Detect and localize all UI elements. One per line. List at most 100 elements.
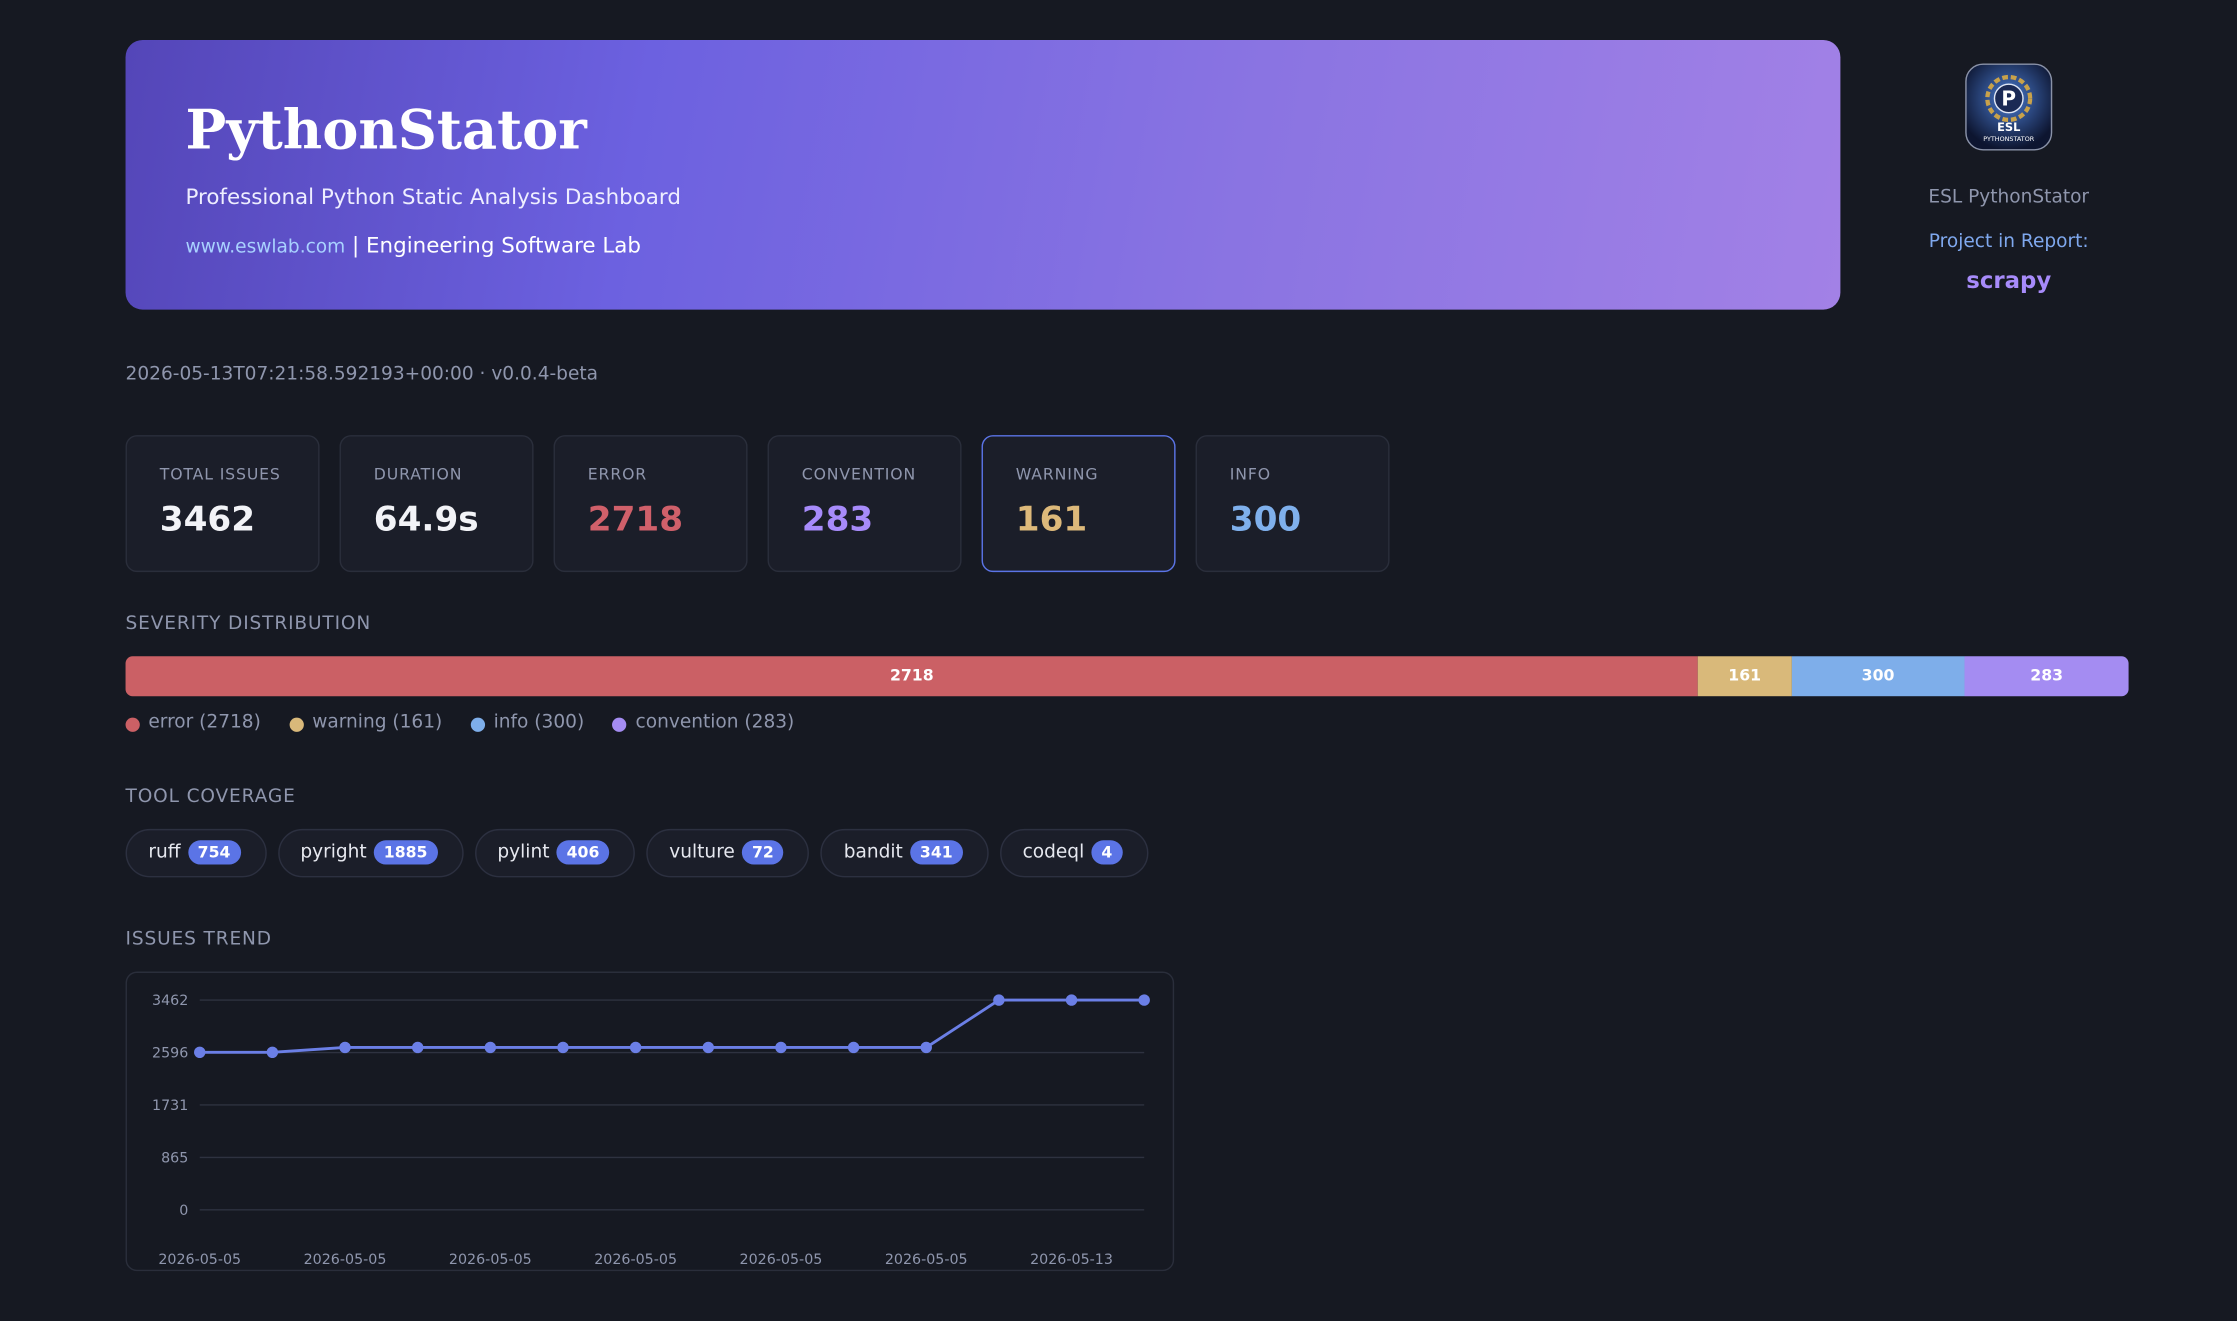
stat-card: CONVENTION 283 (767, 435, 962, 573)
segment-label: 300 (1861, 666, 1895, 685)
meta: 2026-05-13T07:21:58.592193+00:00 · v0.0.… (125, 363, 599, 386)
tool-count: 754 (187, 840, 241, 865)
trend-point (484, 1041, 497, 1054)
x-tick-label: 2026-05-05 (885, 1252, 968, 1268)
segment-label: 2718 (889, 666, 934, 685)
stat-value: 2718 (587, 499, 684, 540)
logo-mark: P (2001, 87, 2016, 111)
project-label: Project in Report: (1928, 231, 2089, 253)
tool-content: bandit 341 (843, 840, 963, 865)
stat-label: DURATION (373, 465, 463, 484)
stat-value: 64.9s (373, 499, 479, 540)
trend-line (199, 998, 1145, 1054)
y-tick-label: 1731 (152, 1098, 188, 1114)
tool-content: pylint 406 (497, 840, 610, 865)
trend-point (702, 1041, 714, 1054)
tool-name: ruff (148, 841, 181, 864)
section-title: ISSUES TREND (125, 928, 272, 951)
legend-dot (612, 717, 627, 732)
trend-point (1138, 994, 1150, 1006)
header-banner (125, 39, 1841, 310)
tool-pill[interactable]: codeql 4 (999, 828, 1148, 878)
tool-count: 1885 (373, 840, 438, 865)
tool-content: vulture 72 (669, 840, 784, 865)
stat-card: INFO 300 (1195, 435, 1390, 573)
y-tick-label: 0 (179, 1203, 188, 1219)
trend-point (775, 1041, 787, 1054)
x-tick-label: 2026-05-05 (740, 1252, 823, 1268)
tool-count: 341 (909, 840, 963, 865)
section-title: SEVERITY DISTRIBUTION (125, 613, 372, 635)
tool-name: pylint (497, 841, 550, 864)
product-name: ESL PythonStator (1928, 186, 2090, 209)
stat-card: WARNING 161 (981, 435, 1176, 573)
chart-panel (125, 971, 1175, 1272)
subtitle: Professional Python Static Analysis Dash… (185, 184, 681, 210)
logo: P ESL PYTHONSTATOR (1965, 63, 2053, 151)
legend-label: error (2718) (148, 711, 261, 734)
trend-point (557, 1041, 569, 1054)
stat-label: TOTAL ISSUES (159, 465, 281, 484)
severity-segment: 283 (1964, 656, 2129, 697)
stat-card: TOTAL ISSUES 3462 (125, 435, 320, 573)
site-link[interactable]: www.eswlab.com (185, 236, 346, 259)
stat-card: ERROR 2718 (553, 435, 748, 573)
stat-label: WARNING (1015, 465, 1099, 484)
logo-text: PYTHONSTATOR (1983, 135, 2035, 143)
stat-label: ERROR (587, 465, 648, 484)
severity-segment: 2718 (125, 656, 1699, 697)
stat-value: 3462 (159, 499, 256, 540)
y-tick-label: 865 (161, 1150, 188, 1166)
trend-point (1065, 994, 1078, 1006)
tool-pill[interactable]: bandit 341 (820, 828, 989, 878)
stat-card: DURATION 64.9s (339, 435, 534, 573)
app-title: PythonStator (185, 97, 587, 162)
severity-segment: 300 (1791, 656, 1965, 697)
stat-value: 161 (1015, 499, 1088, 540)
x-tick-label: 2026-05-05 (594, 1252, 677, 1268)
y-tick-label: 3462 (152, 993, 188, 1009)
trend-point (629, 1041, 642, 1054)
tool-pill[interactable]: ruff 754 (125, 828, 267, 878)
x-tick-label: 2026-05-05 (449, 1252, 532, 1268)
stat-value: 283 (801, 499, 874, 540)
project-name: scrapy (1966, 266, 2052, 294)
section-title: TOOL COVERAGE (125, 786, 296, 808)
tool-content: ruff 754 (148, 840, 241, 865)
tool-content: pyright 1885 (300, 840, 438, 865)
trend-point (411, 1041, 424, 1054)
tool-name: bandit (843, 841, 903, 864)
trend-point (993, 994, 1005, 1006)
tool-count: 72 (741, 840, 784, 865)
tool-pill[interactable]: pyright 1885 (277, 828, 464, 878)
lab-name: | Engineering Software Lab (352, 232, 642, 259)
legend-dot (470, 717, 486, 732)
logo-text: ESL (1997, 120, 2020, 134)
tool-count: 4 (1091, 840, 1123, 865)
trend-point (266, 1046, 279, 1059)
tool-pill[interactable]: vulture 72 (646, 828, 810, 878)
trend-point (194, 1046, 206, 1059)
stat-value: 300 (1229, 499, 1302, 540)
legend-label: warning (161) (312, 711, 443, 734)
legend-label: info (300) (493, 711, 585, 734)
header-links: www.eswlab.com | Engineering Software La… (185, 233, 641, 259)
x-tick-label: 2026-05-05 (158, 1252, 241, 1268)
segment-label: 283 (2030, 666, 2064, 685)
severity-segment: 161 (1698, 656, 1792, 697)
legend-label: convention (283) (635, 711, 795, 734)
tool-content: codeql 4 (1023, 840, 1123, 865)
y-tick-label: 2596 (152, 1046, 188, 1062)
x-tick-label: 2026-05-05 (304, 1252, 387, 1268)
legend-dot (125, 717, 140, 732)
stat-label: INFO (1229, 465, 1271, 484)
trend-point (339, 1041, 351, 1054)
tool-count: 406 (556, 840, 610, 865)
tool-pill[interactable]: pylint 406 (474, 828, 636, 878)
tool-name: pyright (300, 841, 367, 864)
trend-point (920, 1041, 932, 1054)
segment-label: 161 (1728, 666, 1762, 685)
